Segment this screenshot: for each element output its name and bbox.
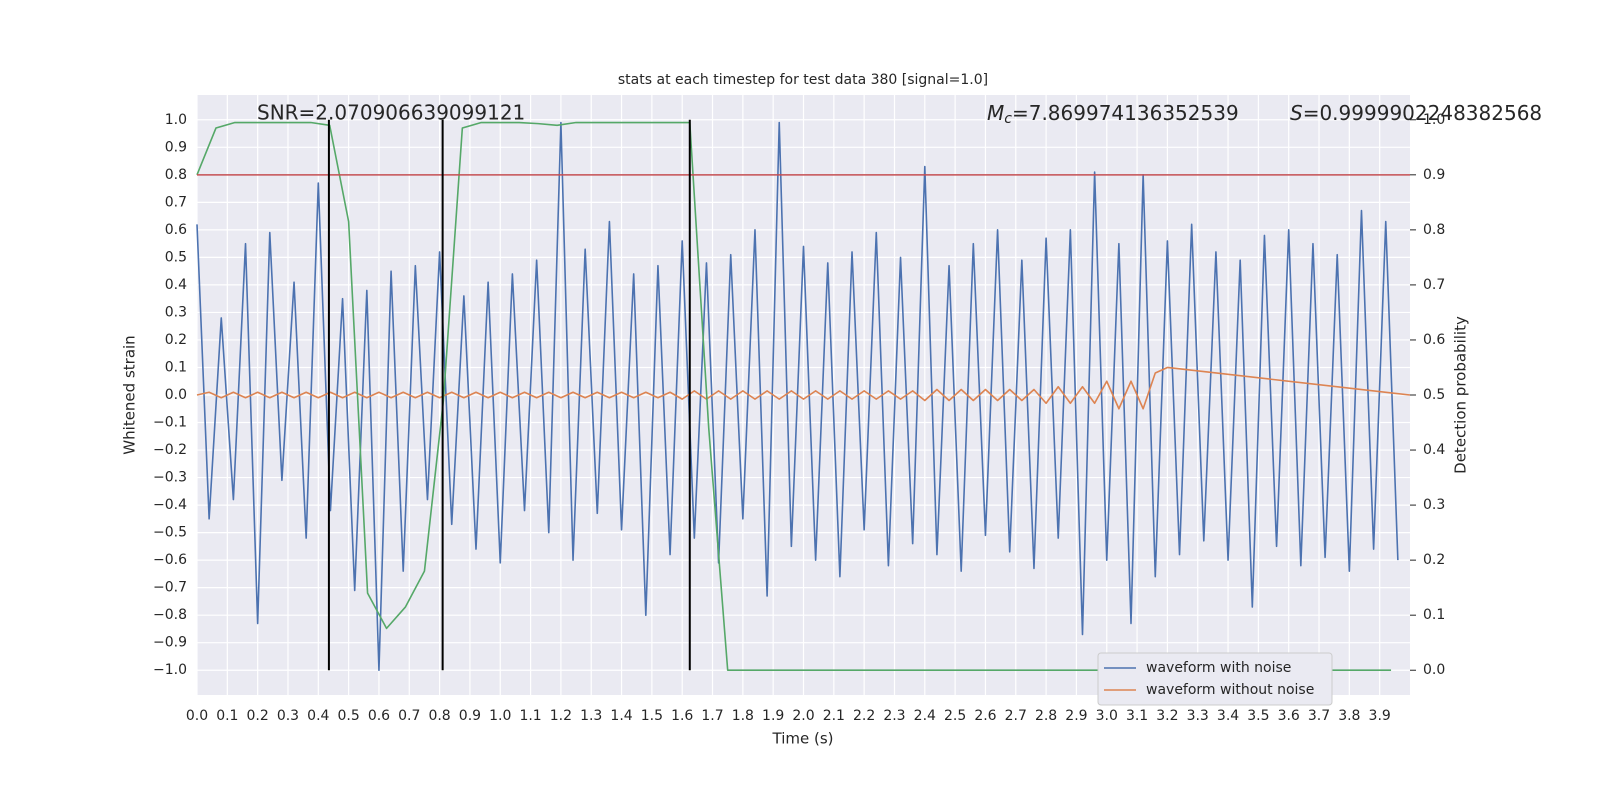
x-tick-label: 1.5 (641, 708, 663, 724)
y2-tick-label: 0.4 (1423, 442, 1445, 458)
y-tick-label: 0.6 (165, 222, 187, 238)
mc-value: =7.869974136352539 (1012, 101, 1239, 125)
x-tick-label: 0.9 (459, 708, 481, 724)
y2-tick-label: 0.3 (1423, 497, 1445, 513)
x-tick-label: 0.4 (307, 708, 329, 724)
y-tick-label: −0.5 (153, 525, 187, 541)
s-symbol: S (1290, 101, 1303, 125)
x-axis-label: Time (s) (772, 730, 834, 748)
x-tick-label: 1.6 (671, 708, 693, 724)
x-tick-label: 1.7 (701, 708, 723, 724)
series-line (196, 366, 1411, 410)
mc-annotation: Mc=7.869974136352539 (987, 101, 1239, 128)
x-tick-label: 1.1 (519, 708, 541, 724)
x-tick-label: 1.9 (762, 708, 784, 724)
s-annotation: S=0.9999902248382568 (1290, 101, 1542, 125)
y2-tick-label: 0.7 (1423, 277, 1445, 293)
x-tick-label: 2.0 (792, 708, 814, 724)
legend-label: waveform without noise (1146, 682, 1314, 698)
chart-title: stats at each timestep for test data 380… (618, 72, 988, 88)
x-tick-label: 1.4 (610, 708, 632, 724)
x-tick-label: 2.6 (974, 708, 996, 724)
legend-box (1097, 652, 1333, 706)
mc-subscript: c (1004, 111, 1012, 127)
y-tick-label: −0.9 (153, 635, 187, 651)
x-tick-label: 3.8 (1338, 708, 1360, 724)
legend-label: waveform with noise (1146, 660, 1291, 676)
x-tick-label: 2.3 (883, 708, 905, 724)
x-tick-label: 0.1 (216, 708, 238, 724)
x-tick-label: 3.0 (1096, 708, 1118, 724)
x-tick-label: 3.4 (1217, 708, 1239, 724)
y-tick-label: 0.4 (165, 277, 187, 293)
y-tick-label: −1.0 (153, 662, 187, 678)
y2-tick-label: 0.6 (1423, 332, 1445, 348)
y-tick-label: 0.0 (165, 387, 187, 403)
x-tick-label: 1.0 (489, 708, 511, 724)
x-tick-label: 0.3 (277, 708, 299, 724)
y-tick-label: 0.1 (165, 359, 187, 375)
x-tick-label: 3.7 (1308, 708, 1330, 724)
x-tick-label: 0.0 (186, 708, 208, 724)
y2-axis-label: Detection probability (1452, 316, 1470, 474)
y2-tick-label: 1.0 (1423, 112, 1445, 128)
x-tick-label: 3.2 (1156, 708, 1178, 724)
y-tick-label: 0.3 (165, 304, 187, 320)
x-tick-label: 2.2 (853, 708, 875, 724)
y2-tick-label: 0.8 (1423, 222, 1445, 238)
x-tick-label: 3.9 (1369, 708, 1391, 724)
x-tick-label: 2.7 (1005, 708, 1027, 724)
x-tick-label: 1.2 (550, 708, 572, 724)
x-tick-label: 2.9 (1065, 708, 1087, 724)
y2-tick-label: 0.0 (1423, 662, 1445, 678)
y-tick-label: −0.2 (153, 442, 187, 458)
y2-tick-label: 0.2 (1423, 552, 1445, 568)
x-tick-label: 1.3 (580, 708, 602, 724)
y-tick-label: 0.5 (165, 249, 187, 265)
y-tick-label: 0.8 (165, 167, 187, 183)
x-tick-label: 3.5 (1247, 708, 1269, 724)
y-tick-label: 1.0 (165, 112, 187, 128)
x-tick-label: 3.6 (1278, 708, 1300, 724)
y-axis-label: Whitened strain (121, 335, 139, 454)
y2-tick-label: 0.9 (1423, 167, 1445, 183)
y-tick-label: −0.6 (153, 552, 187, 568)
snr-annotation: SNR=2.070906639099121 (257, 101, 525, 125)
x-tick-label: 3.3 (1187, 708, 1209, 724)
y-tick-label: −0.4 (153, 497, 187, 513)
y-tick-label: 0.7 (165, 194, 187, 210)
x-tick-label: 0.2 (247, 708, 269, 724)
y-tick-label: −0.7 (153, 580, 187, 596)
series-line (196, 121, 1399, 672)
mc-symbol: M (987, 101, 1004, 125)
s-value: =0.9999902248382568 (1303, 101, 1542, 125)
x-tick-label: 3.1 (1126, 708, 1148, 724)
y2-tick-label: 0.1 (1423, 607, 1445, 623)
y-tick-label: 0.9 (165, 139, 187, 155)
x-tick-label: 0.6 (368, 708, 390, 724)
y-tick-label: −0.1 (153, 415, 187, 431)
y-tick-label: −0.3 (153, 470, 187, 486)
x-tick-label: 0.8 (428, 708, 450, 724)
x-tick-label: 2.8 (1035, 708, 1057, 724)
x-tick-label: 2.4 (914, 708, 936, 724)
y-tick-label: −0.8 (153, 607, 187, 623)
x-tick-label: 0.5 (337, 708, 359, 724)
x-tick-label: 0.7 (398, 708, 420, 724)
x-tick-label: 2.5 (944, 708, 966, 724)
x-tick-label: 2.1 (823, 708, 845, 724)
y2-tick-label: 0.5 (1423, 387, 1445, 403)
x-tick-label: 1.8 (732, 708, 754, 724)
y-tick-label: 0.2 (165, 332, 187, 348)
